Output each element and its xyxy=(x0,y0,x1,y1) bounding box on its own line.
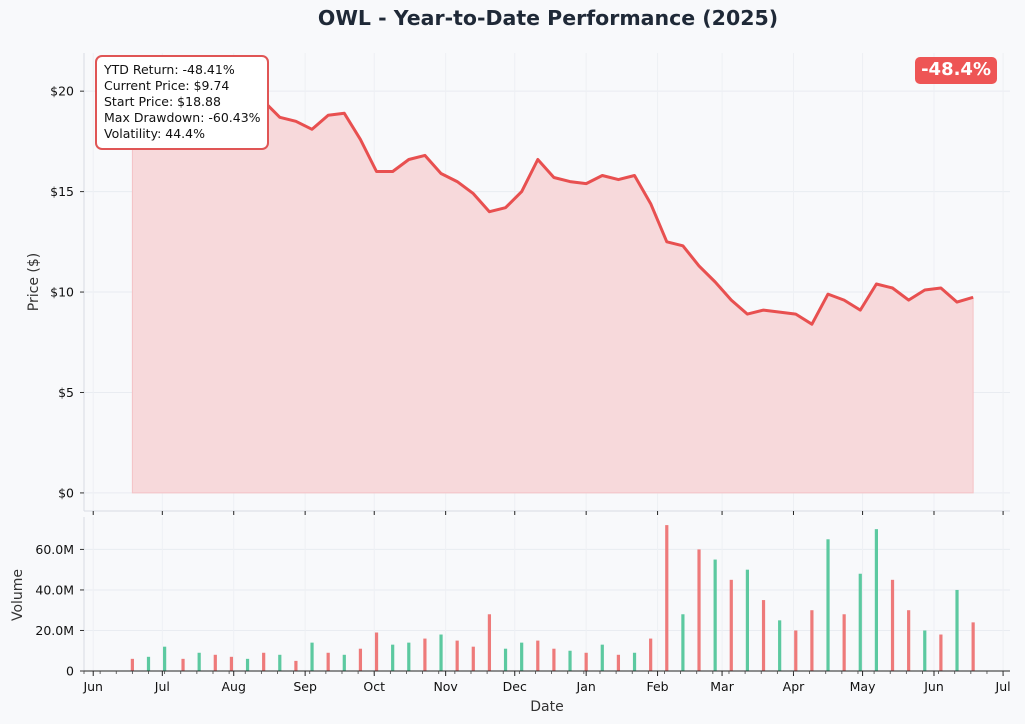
chart-title: OWL - Year-to-Date Performance (2025) xyxy=(317,6,779,30)
volume-bar xyxy=(163,646,167,671)
volume-bar xyxy=(874,529,878,671)
volume-bar xyxy=(907,610,911,671)
volume-bar xyxy=(552,648,556,671)
volume-bar xyxy=(146,656,151,671)
xtick-label: Nov xyxy=(433,679,458,694)
axes: $0 $5 $10 $15 $20 0 20.0M 40.0M 60.0M Jun Jul Aug Se… xyxy=(35,53,1011,694)
volume-bar xyxy=(600,644,604,671)
volume-bar xyxy=(520,642,524,671)
volume-bar xyxy=(503,648,508,671)
volume-ytick-label: 20.0M xyxy=(35,623,74,638)
volume-bar xyxy=(262,652,266,671)
volume-bar xyxy=(665,525,669,671)
volume-bar xyxy=(407,642,411,671)
volume-bar xyxy=(745,569,750,671)
volume-bar xyxy=(130,658,134,671)
price-ytick-label: $0 xyxy=(58,485,74,500)
price-line xyxy=(131,79,974,326)
volume-bar xyxy=(971,622,975,671)
xtick-label: Jul xyxy=(995,679,1011,694)
xtick-label: Jul xyxy=(154,679,170,694)
volume-bar xyxy=(342,654,346,671)
volume-bar xyxy=(794,630,798,671)
volume-bars xyxy=(130,525,975,671)
price-ytick-label: $10 xyxy=(50,285,74,300)
volume-bar xyxy=(890,579,895,671)
volume-bar xyxy=(810,610,814,671)
xtick-label: Oct xyxy=(363,679,385,694)
volume-bar xyxy=(632,652,637,671)
volume-bar xyxy=(471,646,475,671)
volume-bar xyxy=(923,630,927,671)
xtick-label: Sep xyxy=(293,679,317,694)
volume-bar xyxy=(245,658,250,671)
volume-bar xyxy=(487,614,492,671)
price-axis-label: Price ($) xyxy=(26,253,42,311)
stat-volatility: Volatility: 44.4% xyxy=(104,126,205,141)
xtick-label: Jun xyxy=(82,679,103,694)
xtick-label: Mar xyxy=(710,679,734,694)
volume-bar xyxy=(729,579,733,671)
volume-axis-label: Volume xyxy=(10,569,26,621)
volume-bar xyxy=(697,549,701,671)
xtick-label: Feb xyxy=(646,679,668,694)
volume-bar xyxy=(278,654,282,671)
volume-bar xyxy=(955,589,959,671)
return-badge: -48.4% xyxy=(915,57,997,84)
xtick-label: Jan xyxy=(576,679,596,694)
volume-bar xyxy=(826,539,830,671)
xtick-label: May xyxy=(850,679,876,694)
x-axis-label: Date xyxy=(530,699,563,715)
volume-bar xyxy=(439,634,443,671)
stat-current-price: Current Price: $9.74 xyxy=(104,78,230,93)
volume-bar xyxy=(326,652,330,671)
price-ytick-label: $15 xyxy=(50,184,74,199)
volume-bar xyxy=(294,660,298,671)
volume-bar xyxy=(649,638,653,671)
volume-bar xyxy=(310,642,314,671)
volume-ytick-label: 60.0M xyxy=(35,542,74,557)
volume-ytick-label: 40.0M xyxy=(35,582,74,597)
volume-bar xyxy=(423,638,427,671)
xtick-label: Jun xyxy=(923,679,944,694)
volume-bar xyxy=(761,600,766,671)
price-ytick-label: $20 xyxy=(50,84,74,99)
volume-bar xyxy=(713,559,717,671)
volume-bar xyxy=(858,573,862,671)
volume-bar xyxy=(584,652,588,671)
volume-bar xyxy=(681,614,685,671)
volume-bar xyxy=(374,632,379,671)
xtick-label: Apr xyxy=(783,679,805,694)
volume-bar xyxy=(778,620,782,671)
xtick-label: Dec xyxy=(503,679,527,694)
volume-panel-bg xyxy=(84,517,1010,671)
xtick-label: Aug xyxy=(222,679,246,694)
stat-ytd-return: YTD Return: -48.41% xyxy=(104,62,235,77)
volume-bar xyxy=(213,654,217,671)
volume-bar xyxy=(197,652,201,671)
volume-bar xyxy=(536,640,540,671)
volume-bar xyxy=(391,644,395,671)
volume-bar xyxy=(229,656,234,671)
volume-bar xyxy=(181,658,185,671)
volume-bar xyxy=(358,648,363,671)
volume-bar xyxy=(455,640,459,671)
volume-bar xyxy=(842,614,846,671)
volume-ytick-label: 0 xyxy=(66,664,74,679)
volume-bar xyxy=(939,634,943,671)
stat-max-drawdown: Max Drawdown: -60.43% xyxy=(104,110,261,125)
volume-bar xyxy=(568,650,572,671)
stat-start-price: Start Price: $18.88 xyxy=(104,94,221,109)
volume-bar xyxy=(616,654,621,671)
stats-box: YTD Return: -48.41% Current Price: $9.74… xyxy=(95,55,269,150)
price-ytick-label: $5 xyxy=(58,385,74,400)
